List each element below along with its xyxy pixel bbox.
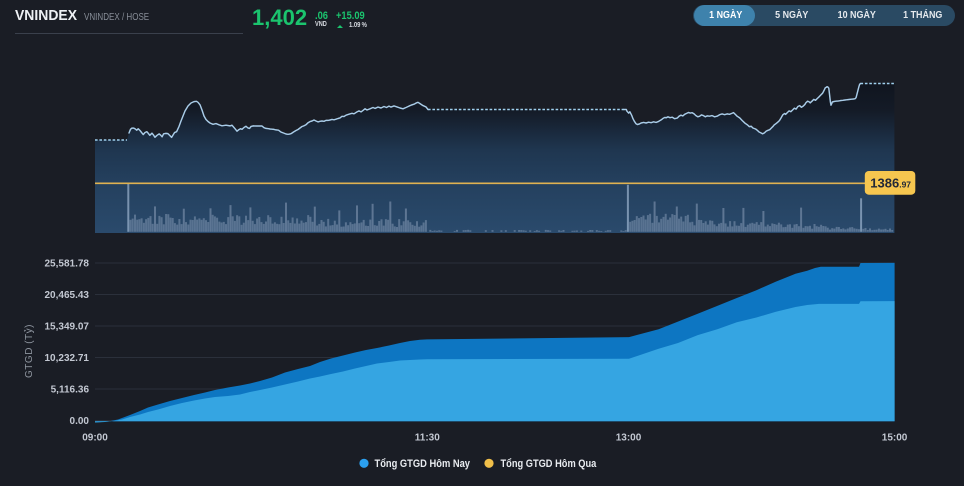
svg-text:15:00: 15:00	[882, 433, 908, 444]
svg-text:1386.97: 1386.97	[870, 176, 911, 191]
svg-text:20,465.43: 20,465.43	[45, 290, 90, 301]
svg-text:Tổng GTGD Hôm Qua: Tổng GTGD Hôm Qua	[501, 458, 598, 470]
svg-text:0.00: 0.00	[70, 416, 90, 427]
svg-text:Tổng GTGD Hôm Nay: Tổng GTGD Hôm Nay	[375, 458, 471, 470]
svg-text:13:00: 13:00	[616, 433, 642, 444]
svg-text:15,349.07: 15,349.07	[45, 322, 90, 333]
svg-text:GTGD (Tỷ): GTGD (Tỷ)	[23, 324, 35, 378]
svg-text:11:30: 11:30	[415, 433, 440, 444]
svg-text:09:00: 09:00	[82, 433, 108, 444]
svg-text:5,116.36: 5,116.36	[51, 385, 90, 396]
svg-text:25,581.78: 25,581.78	[45, 259, 90, 270]
svg-text:10,232.71: 10,232.71	[45, 353, 90, 364]
